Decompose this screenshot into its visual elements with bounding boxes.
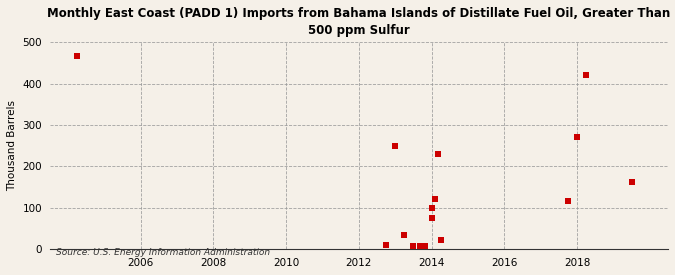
Point <box>572 135 583 140</box>
Point <box>381 243 392 247</box>
Point <box>426 216 437 220</box>
Title: Monthly East Coast (PADD 1) Imports from Bahama Islands of Distillate Fuel Oil, : Monthly East Coast (PADD 1) Imports from… <box>47 7 670 37</box>
Point <box>420 244 431 248</box>
Y-axis label: Thousand Barrels: Thousand Barrels <box>7 100 17 191</box>
Text: Source: U.S. Energy Information Administration: Source: U.S. Energy Information Administ… <box>56 248 270 257</box>
Point <box>580 73 591 78</box>
Point <box>429 197 440 202</box>
Point <box>433 152 443 156</box>
Point <box>626 179 637 184</box>
Point <box>426 205 437 210</box>
Point <box>399 232 410 237</box>
Point <box>390 144 401 149</box>
Point <box>408 244 419 248</box>
Point <box>414 244 425 248</box>
Point <box>563 199 574 204</box>
Point <box>72 54 82 59</box>
Point <box>435 238 446 242</box>
